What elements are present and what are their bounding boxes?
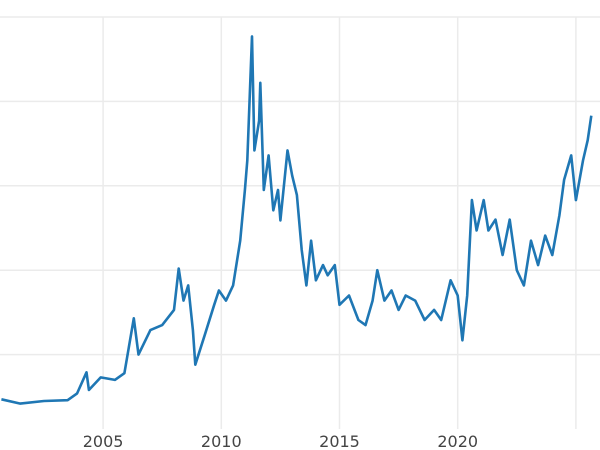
series-line <box>1 35 593 405</box>
y-gridlines <box>0 16 600 356</box>
x-tick-label: 2010 <box>201 432 242 450</box>
x-tick-label: 2015 <box>319 432 360 450</box>
x-gridlines <box>102 17 577 429</box>
x-tick-label: 2005 <box>83 432 124 450</box>
x-tick-labels: 2005 2010 2015 2020 <box>83 432 478 450</box>
x-tick-label: 2020 <box>437 432 478 450</box>
